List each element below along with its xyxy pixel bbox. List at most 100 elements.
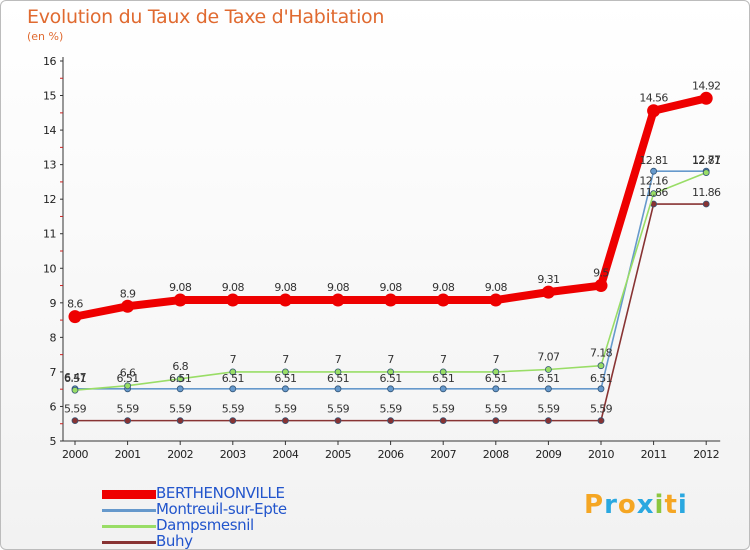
data-label: 12.16	[639, 175, 668, 188]
data-point	[545, 417, 552, 425]
data-label: 5.59	[222, 403, 245, 416]
data-point	[647, 104, 661, 118]
data-label: 7.18	[590, 347, 613, 360]
data-label: 6.51	[169, 372, 191, 385]
data-label: 6.51	[537, 372, 559, 385]
x-tick-label: 2006	[378, 448, 404, 461]
data-label: 9.31	[537, 273, 559, 286]
x-tick-label: 2007	[430, 448, 456, 461]
data-point	[176, 385, 184, 393]
data-point	[545, 366, 552, 373]
data-point	[384, 293, 398, 307]
data-label: 6.51	[590, 372, 612, 385]
data-label: 12.77	[692, 154, 721, 167]
data-label: 9.08	[432, 281, 455, 294]
y-tick-label: 16	[43, 55, 56, 68]
data-point	[387, 368, 395, 376]
data-label: 5.59	[537, 403, 560, 416]
data-label: 8.9	[120, 287, 136, 300]
data-label: 12.81	[639, 154, 668, 167]
data-point	[124, 417, 131, 425]
legend-swatch	[102, 508, 156, 512]
data-point	[176, 375, 184, 383]
data-label: 5.59	[432, 403, 455, 416]
data-label: 14.92	[692, 79, 721, 92]
legend-label: Montreuil-sur-Epte	[156, 500, 287, 518]
data-label: 9.5	[593, 267, 609, 280]
data-label: 7	[282, 353, 289, 366]
data-point	[121, 299, 135, 313]
data-label: 8.6	[67, 298, 83, 311]
proxiti-logo: Proxiti	[584, 490, 688, 520]
data-point	[702, 169, 710, 176]
data-point	[334, 417, 342, 425]
data-label: 6.51	[222, 372, 244, 385]
data-point	[173, 293, 187, 307]
x-tick-label: 2001	[115, 448, 141, 461]
logo-letter: x	[636, 490, 655, 520]
data-point	[387, 417, 395, 425]
y-tick-label: 9	[50, 297, 57, 310]
logo-letter: P	[584, 490, 605, 520]
data-label: 12.81	[692, 154, 721, 167]
y-tick-label: 12	[43, 193, 56, 206]
data-point	[229, 368, 237, 376]
x-tick-label: 2005	[325, 448, 351, 461]
data-label: 9.08	[485, 281, 508, 294]
data-point	[650, 167, 657, 175]
data-point	[71, 417, 79, 425]
data-point	[439, 385, 447, 393]
legend-swatch	[102, 524, 156, 528]
legend-swatch	[102, 489, 156, 499]
data-point	[489, 293, 503, 307]
data-point	[439, 417, 447, 425]
legend-swatch	[102, 540, 156, 544]
data-point	[541, 285, 555, 299]
y-tick-label: 13	[43, 159, 56, 172]
x-tick-label: 2010	[588, 448, 614, 461]
x-tick-label: 2011	[641, 448, 667, 461]
data-point	[439, 368, 447, 376]
data-label: 6.8	[172, 360, 188, 373]
y-tick-label: 6	[50, 400, 57, 413]
data-point	[597, 417, 605, 425]
y-tick-label: 5	[50, 435, 57, 448]
data-point	[545, 385, 552, 393]
logo-letter: i	[654, 490, 665, 520]
data-point	[334, 385, 342, 393]
data-label: 6.51	[380, 372, 402, 385]
y-tick-label: 7	[50, 366, 57, 379]
data-point	[594, 279, 608, 293]
data-label: 6.51	[117, 372, 139, 385]
legend-label: BERTHENONVILLE	[156, 484, 285, 502]
x-tick-label: 2003	[220, 448, 246, 461]
data-point	[229, 417, 237, 425]
y-tick-label: 14	[43, 124, 56, 137]
data-label: 5.59	[64, 403, 87, 416]
data-point	[699, 91, 713, 105]
data-label: 6.51	[432, 372, 454, 385]
data-point	[492, 385, 500, 393]
y-tick-label: 15	[43, 90, 56, 103]
logo-letter: i	[677, 490, 688, 520]
data-point	[281, 417, 289, 425]
legend-label: Dampsmesnil	[156, 516, 254, 534]
data-point	[281, 368, 289, 376]
chart-subtitle: (en %)	[27, 30, 64, 43]
data-point	[176, 417, 184, 425]
data-point	[71, 386, 79, 394]
data-label: 5.59	[380, 403, 403, 416]
data-point	[229, 385, 237, 393]
y-tick-label: 8	[50, 331, 57, 344]
chart-title: Evolution du Taux de Taxe d'Habitation	[27, 6, 385, 28]
data-label: 6.51	[64, 372, 86, 385]
x-tick-label: 2012	[693, 448, 719, 461]
data-label: 6.51	[485, 372, 507, 385]
data-point	[492, 368, 500, 376]
data-label: 7	[387, 353, 394, 366]
data-point	[597, 362, 605, 370]
data-label: 5.59	[117, 403, 140, 416]
data-point	[492, 417, 500, 425]
